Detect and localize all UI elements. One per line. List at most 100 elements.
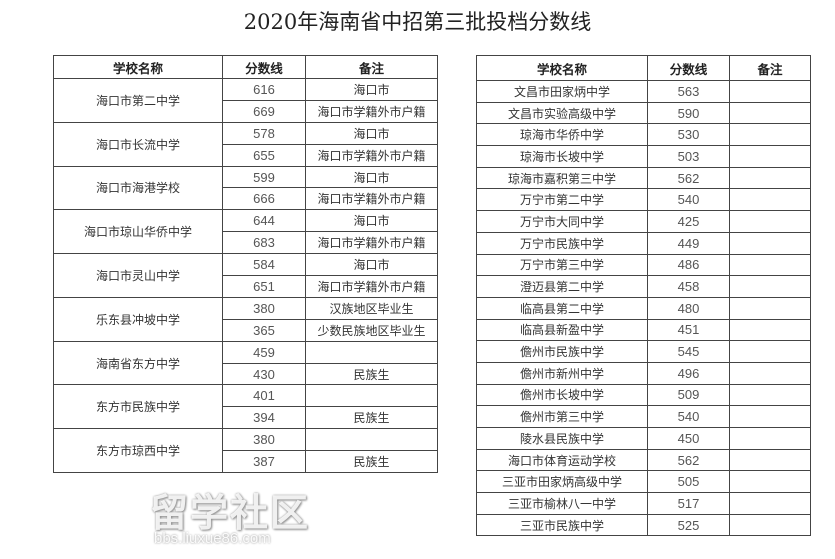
school-name: 万宁市大同中学 — [476, 210, 648, 233]
note-cell — [729, 340, 811, 363]
score-cell: 365 — [222, 318, 306, 342]
table-row: 万宁市第二中学 540 — [476, 188, 811, 212]
score-cell: 486 — [647, 253, 730, 277]
table-row: 海口市海港学校 599 海口市 — [53, 165, 438, 211]
note-cell: 海口市学籍外市户籍 — [305, 143, 438, 167]
school-name: 琼海市嘉积第三中学 — [476, 166, 648, 190]
table-row: 儋州市民族中学 545 — [476, 340, 811, 363]
table-row: 琼海市长坡中学 503 — [476, 145, 811, 168]
school-name: 儋州市长坡中学 — [476, 383, 648, 407]
score-cell: 450 — [647, 427, 730, 450]
score-cell: 449 — [647, 231, 730, 255]
score-cell: 651 — [222, 275, 306, 298]
school-name: 儋州市第三中学 — [476, 405, 648, 428]
table-row: 澄迈县第二中学 458 — [476, 275, 811, 298]
score-cell: 563 — [647, 80, 730, 103]
school-name: 临高县第二中学 — [476, 296, 648, 320]
note-cell: 海口市 — [305, 78, 438, 101]
note-cell: 民族生 — [305, 406, 438, 430]
school-name: 海南省东方中学 — [53, 340, 223, 386]
school-name: 文昌市实验高级中学 — [476, 101, 648, 125]
score-cell: 459 — [222, 340, 306, 364]
score-cell: 496 — [647, 361, 730, 385]
table-row: 394 民族生 — [54, 406, 438, 430]
table-row: 东方市琼西中学 380 — [53, 428, 438, 474]
table-row: 琼海市嘉积第三中学 562 — [476, 166, 811, 190]
note-cell — [729, 296, 811, 320]
note-cell: 海口市 — [305, 253, 438, 277]
school-name: 乐东县冲坡中学 — [53, 296, 223, 342]
page-title: 2020年海南省中招第三批投档分数线 — [243, 10, 592, 34]
school-name: 儋州市新州中学 — [476, 361, 648, 385]
school-name: 海口市第二中学 — [53, 78, 223, 123]
note-cell — [729, 101, 811, 125]
school-name: 海口市灵山中学 — [53, 253, 223, 298]
note-cell: 海口市 — [305, 165, 438, 189]
school-name: 文昌市田家炳中学 — [476, 80, 648, 103]
note-cell — [729, 427, 811, 450]
header-school: 学校名称 — [476, 55, 648, 81]
header-note: 备注 — [729, 55, 811, 81]
table-row: 万宁市民族中学 449 — [476, 231, 811, 255]
watermark-logo: 留学社区 bbs.liuxue86.com — [150, 482, 385, 552]
note-cell: 海口市学籍外市户籍 — [305, 231, 438, 255]
score-cell: 503 — [647, 145, 730, 168]
note-cell — [729, 145, 811, 168]
score-cell: 530 — [647, 123, 730, 147]
right-score-table: 学校名称 分数线 备注 文昌市田家炳中学 563 文昌市实验高级中学 590 琼海市华侨… — [476, 55, 811, 537]
note-cell: 海口市 — [305, 209, 438, 233]
note-cell: 汉族地区毕业生 — [305, 296, 438, 320]
score-cell: 425 — [647, 210, 730, 233]
score-cell: 578 — [222, 121, 306, 145]
note-cell — [729, 253, 811, 277]
note-cell — [729, 492, 811, 515]
school-name: 海口市体育运动学校 — [476, 448, 648, 472]
table-row: 儋州市第三中学 540 — [476, 405, 811, 428]
header-score: 分数线 — [647, 55, 730, 81]
note-cell: 海口市 — [305, 121, 438, 145]
score-cell: 401 — [222, 384, 306, 408]
score-cell: 451 — [647, 318, 730, 342]
score-cell: 545 — [647, 340, 730, 363]
score-cell: 525 — [647, 513, 730, 537]
left-score-table: 学校名称 分数线 备注 海口市第二中学 616 海口市 669 海口市学籍外市户籍 海口市… — [53, 55, 438, 474]
score-cell: 590 — [647, 101, 730, 125]
table-row: 文昌市实验高级中学 590 — [476, 101, 811, 125]
note-cell: 海口市学籍外市户籍 — [305, 187, 438, 211]
left-table-body: 海口市第二中学 616 海口市 669 海口市学籍外市户籍 海口市长流中学 578 海口市 65… — [53, 78, 438, 474]
score-cell: 616 — [222, 78, 306, 101]
watermark-logo-text: 留学社区 — [150, 491, 311, 535]
table-row: 海口市长流中学 578 海口市 — [53, 121, 438, 167]
score-cell: 505 — [647, 470, 730, 494]
header-school: 学校名称 — [53, 55, 223, 79]
table-row: 三亚市榆林八一中学 517 — [476, 492, 811, 515]
score-cell: 517 — [647, 492, 730, 515]
score-cell: 562 — [647, 166, 730, 190]
score-cell: 540 — [647, 405, 730, 428]
table-row: 万宁市大同中学 425 — [476, 210, 811, 233]
note-cell — [729, 123, 811, 147]
score-cell: 480 — [647, 296, 730, 320]
school-name: 三亚市榆林八一中学 — [476, 492, 648, 515]
score-cell: 655 — [222, 143, 306, 167]
note-cell — [729, 361, 811, 385]
note-cell — [729, 318, 811, 342]
school-name: 海口市琼山华侨中学 — [53, 209, 223, 255]
table-row: 陵水县民族中学 450 — [476, 427, 811, 450]
school-name: 万宁市第二中学 — [476, 188, 648, 212]
score-cell: 380 — [222, 428, 306, 452]
table-row: 海口市灵山中学 584 海口市 — [53, 253, 438, 298]
score-cell: 430 — [222, 362, 306, 386]
score-cell: 540 — [647, 188, 730, 212]
school-name: 海口市长流中学 — [53, 121, 223, 167]
note-cell — [729, 448, 811, 472]
note-cell — [729, 383, 811, 407]
table-row: 海口市第二中学 616 海口市 — [53, 78, 438, 123]
school-name: 儋州市民族中学 — [476, 340, 648, 363]
table-row: 365 少数民族地区毕业生 — [54, 318, 438, 342]
note-cell — [729, 470, 811, 494]
note-cell — [729, 166, 811, 190]
note-cell — [305, 384, 438, 408]
school-name: 陵水县民族中学 — [476, 427, 648, 450]
right-table-body: 文昌市田家炳中学 563 文昌市实验高级中学 590 琼海市华侨中学 530 琼海市长坡中学… — [476, 80, 811, 537]
